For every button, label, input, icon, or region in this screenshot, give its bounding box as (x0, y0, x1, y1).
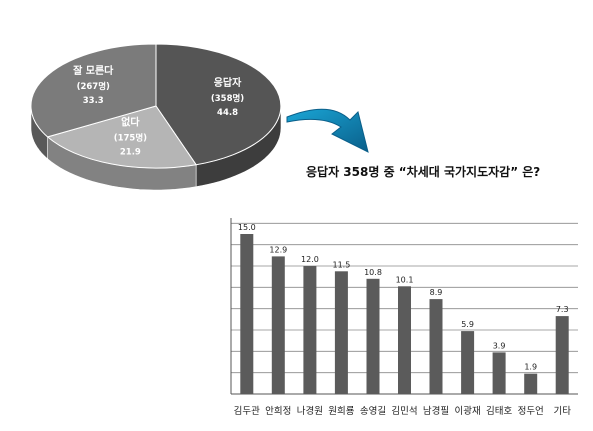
bar-8 (492, 352, 506, 394)
bar-category-label: 김민석 (391, 405, 417, 417)
bar-5 (398, 286, 411, 394)
bar-value-label: 12.0 (301, 255, 319, 264)
pie-count-label: (175명) (114, 133, 147, 144)
bar-value-label: 8.9 (430, 288, 443, 297)
bar-category-label: 남경필 (423, 405, 449, 417)
pie-label: 응답자 (214, 76, 242, 89)
bar-category-label: 김두관 (234, 405, 260, 417)
bar-category-label: 원희룡 (328, 406, 354, 417)
bar-value-label: 1.9 (524, 363, 537, 372)
bar-category-label: 안희정 (265, 406, 291, 417)
bar-10 (555, 316, 569, 394)
bar-value-label: 15.0 (238, 223, 256, 232)
bar-2 (303, 266, 317, 394)
pie-value-label: 33.3 (83, 96, 104, 106)
bar-category-label: 기타 (553, 406, 571, 417)
bar-1 (271, 256, 285, 394)
bar-category-label: 김태호 (486, 405, 512, 417)
bar-chart: 15.012.912.011.510.810.18.95.93.91.97.3 … (230, 218, 578, 417)
pie-slice-2 (30, 43, 157, 138)
pie-top-face (30, 43, 282, 169)
bar-3 (334, 271, 348, 394)
bar-category-labels: 김두관 안희정 나경원 원희룡 송영길 김민석 남경필 이광재 김태호 정두언 기타 (234, 405, 572, 417)
bar-value-labels: 15.0 12.9 12.0 11.5 10.8 10.1 8.9 5.9 3.9 1.9 7.3 (238, 223, 569, 372)
bar-0 (240, 234, 254, 394)
pie-labels: 응답자 (358명) 44.8 없다 (175명) 21.9 잘 모른다 (267명) 33.3 (73, 64, 244, 158)
bar-value-label: 10.1 (396, 275, 414, 284)
pie-label: 없다 (121, 116, 140, 129)
pie-value-label: 44.8 (217, 108, 238, 118)
bar-7 (461, 331, 475, 394)
bar-category-label: 송영길 (360, 405, 386, 417)
bar-category-label: 이광재 (454, 405, 480, 417)
pie-slice-0 (155, 43, 282, 166)
curved-arrow-icon (286, 108, 369, 153)
pie-chart: 응답자 (358명) 44.8 없다 (175명) 21.9 잘 모른다 (267명) 33.3 (30, 43, 282, 191)
bar-series (240, 234, 569, 394)
bar-value-label: 5.9 (461, 320, 474, 329)
bar-category-label: 나경원 (297, 405, 323, 417)
pie-value-label: 21.9 (120, 148, 141, 158)
bar-category-label: 정두언 (518, 405, 544, 417)
bar-value-label: 12.9 (269, 245, 287, 254)
pie-count-label: (358명) (211, 93, 244, 104)
bar-value-label: 3.9 (493, 341, 506, 350)
bar-value-label: 7.3 (556, 305, 569, 314)
bar-4 (366, 278, 380, 394)
survey-question: 응답자 358명 중 “차세대 국가지도자감” 은? (306, 165, 541, 179)
pie-slice-1 (46, 105, 197, 169)
pie-label: 잘 모른다 (73, 64, 114, 77)
bar-9 (524, 373, 538, 394)
bar-value-label: 10.8 (364, 268, 382, 277)
pie-count-label: (267명) (77, 81, 110, 92)
bar-value-label: 11.5 (332, 260, 350, 269)
bar-6 (429, 299, 443, 394)
